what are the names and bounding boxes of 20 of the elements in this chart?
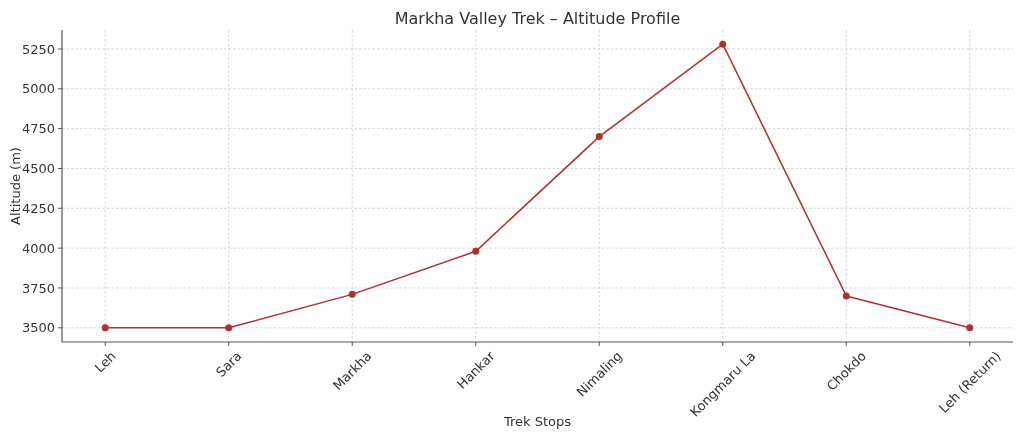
x-tick-label: Leh: [91, 348, 119, 376]
y-tick-label: 4750: [21, 121, 55, 137]
point: [595, 133, 603, 141]
y-tick-label: 4250: [21, 200, 55, 216]
y-tick-label: 4000: [21, 240, 55, 256]
y-tick-label: 3500: [21, 320, 55, 336]
point: [842, 292, 850, 300]
point: [101, 324, 109, 332]
point: [472, 247, 480, 255]
chart-title: Markha Valley Trek – Altitude Profile: [394, 9, 681, 28]
x-axis-title: Trek Stops: [502, 414, 572, 429]
y-tick-label: 3750: [21, 280, 55, 296]
point: [225, 324, 233, 332]
point: [966, 324, 974, 332]
y-axis-title: Altitude (m): [8, 147, 23, 225]
y-tick-label: 5250: [21, 41, 55, 57]
point: [348, 290, 356, 298]
y-tick-label: 5000: [21, 81, 55, 97]
y-tick-label: 4500: [21, 161, 55, 177]
point: [719, 40, 727, 48]
